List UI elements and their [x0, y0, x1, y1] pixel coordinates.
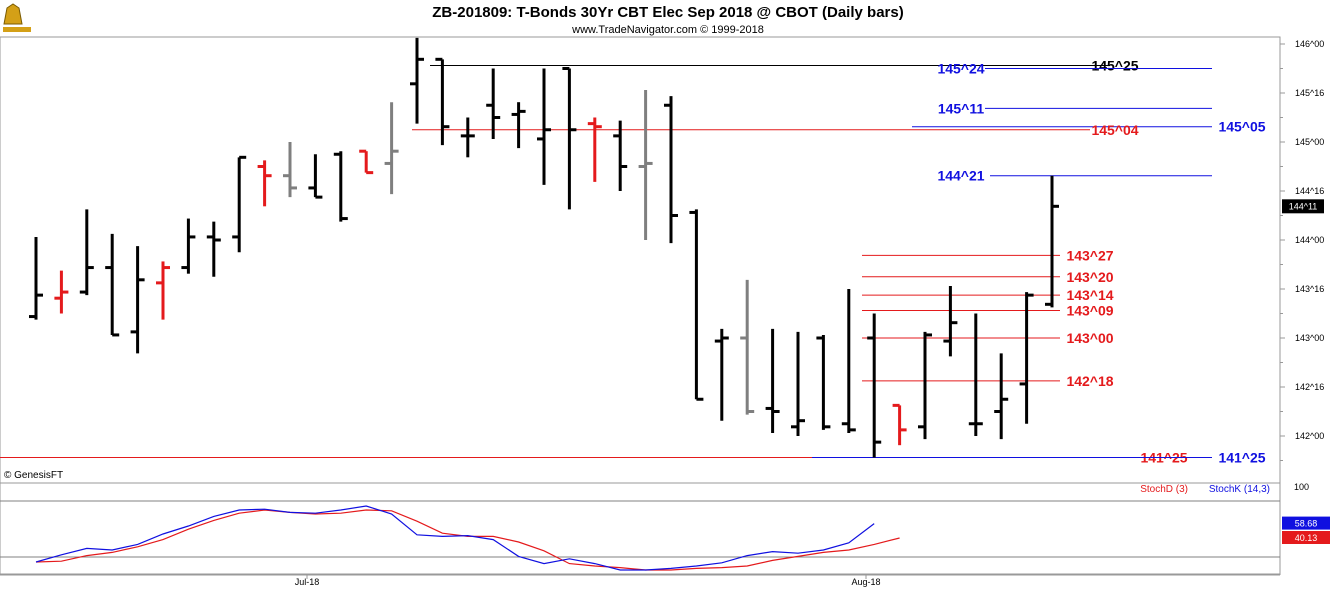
stochd-line	[35, 509, 900, 571]
price-bar	[791, 331, 805, 436]
price-bar	[968, 313, 983, 436]
price-bar	[740, 279, 755, 415]
price-axis: 142^00 142^16 143^00 143^16 144^00 144^16 145^…	[1279, 37, 1324, 575]
price-bar	[867, 313, 882, 458]
price-bar	[460, 117, 475, 158]
level-label: 141^25	[1218, 449, 1265, 465]
price-bars	[29, 37, 1059, 458]
price-bar	[410, 37, 424, 124]
level-label: 142^18	[1066, 373, 1113, 389]
price-bar	[308, 154, 323, 199]
price-bar	[918, 331, 932, 440]
price-bar	[638, 89, 653, 240]
level-label: 143^00	[1066, 330, 1113, 346]
price-axis-tick-label: 143^00	[1295, 333, 1324, 343]
level-label: 145^24	[937, 61, 984, 77]
price-axis-tick-label: 144^00	[1295, 235, 1324, 245]
price-bar	[156, 261, 170, 320]
level-label: 143^14	[1066, 287, 1113, 303]
level-label: 144^21	[937, 168, 984, 184]
price-axis-tick-label: 142^00	[1295, 431, 1324, 441]
price-bar	[29, 236, 43, 320]
price-bar	[333, 151, 348, 222]
price-bar	[359, 149, 374, 175]
price-bar	[79, 209, 94, 296]
price-bar	[994, 353, 1009, 440]
date-axis-tick-label: Aug-18	[851, 577, 880, 587]
price-bar	[689, 209, 704, 401]
stochd-value-badge	[1282, 531, 1330, 544]
price-bar	[181, 218, 196, 274]
copyright-label: © GenesisFT	[4, 470, 63, 481]
stoch-tick-100: 100	[1294, 482, 1309, 492]
level-label: 143^27	[1066, 247, 1113, 263]
price-bar	[105, 233, 120, 337]
stochastic-lines: 40.13 58.68	[35, 505, 1330, 571]
price-bar	[765, 328, 780, 433]
price-bar	[206, 221, 221, 277]
stochk-value-badge	[1282, 516, 1330, 530]
stochd-legend: StochD (3)	[1140, 484, 1188, 495]
logo-icon	[3, 3, 31, 32]
price-bar	[664, 96, 678, 244]
price-bar	[562, 67, 577, 210]
price-bar	[892, 403, 907, 446]
chart-title: ZB-201809: T-Bonds 30Yr CBT Elec Sep 201…	[432, 4, 903, 21]
price-bar	[511, 102, 526, 149]
level-lines: 145^25 145^24 145^11 145^05 145^04 144^21 143^…	[0, 57, 1266, 465]
level-label: 145^05	[1218, 119, 1265, 135]
level-label: 145^04	[1091, 122, 1138, 138]
last-price-label: 144^11	[1289, 201, 1318, 211]
price-bar	[537, 68, 551, 185]
price-bar	[1045, 175, 1059, 308]
price-bar	[841, 289, 856, 433]
price-bar	[714, 328, 729, 421]
price-bar	[54, 270, 69, 314]
price-bar	[943, 285, 958, 357]
price-axis-tick-label: 146^00	[1295, 39, 1324, 49]
price-bar	[435, 57, 450, 146]
stochd-value-label: 40.13	[1295, 533, 1318, 543]
stochk-line	[35, 505, 875, 571]
level-label: 143^20	[1066, 269, 1113, 285]
price-axis-tick-label: 145^16	[1295, 88, 1324, 98]
stochastic-pane: StochD (3) StochK (14,3) 100 40.13 58.68	[0, 482, 1330, 575]
price-axis-tick-label: 143^16	[1295, 284, 1324, 294]
price-axis-tick-label: 144^16	[1295, 186, 1324, 196]
stochk-value-label: 58.68	[1295, 519, 1318, 529]
price-bar	[257, 160, 272, 207]
date-axis-tick-label: Jul-18	[295, 577, 320, 587]
level-label: 145^11	[938, 100, 985, 116]
price-bar	[816, 334, 831, 430]
chart-subtitle: www.TradeNavigator.com © 1999-2018	[571, 24, 764, 36]
date-axis: Jul-18 Aug-18	[0, 574, 1280, 587]
price-axis-tick-label: 145^00	[1295, 137, 1324, 147]
price-bar	[232, 155, 247, 253]
stochk-legend: StochK (14,3)	[1209, 484, 1270, 495]
price-bar	[613, 120, 628, 191]
price-bar	[384, 102, 399, 195]
level-label: 143^09	[1066, 302, 1113, 318]
price-bar	[283, 142, 297, 198]
price-bar	[1019, 292, 1034, 424]
price-bar	[486, 68, 501, 139]
price-bar	[130, 246, 145, 354]
price-bar	[587, 117, 602, 182]
last-price-badge	[1282, 199, 1324, 214]
level-label: 145^25	[1091, 57, 1138, 73]
price-axis-tick-label: 142^16	[1295, 382, 1324, 392]
price-pane: 145^25 145^24 145^11 145^05 145^04 144^21 143^…	[0, 36, 1281, 484]
